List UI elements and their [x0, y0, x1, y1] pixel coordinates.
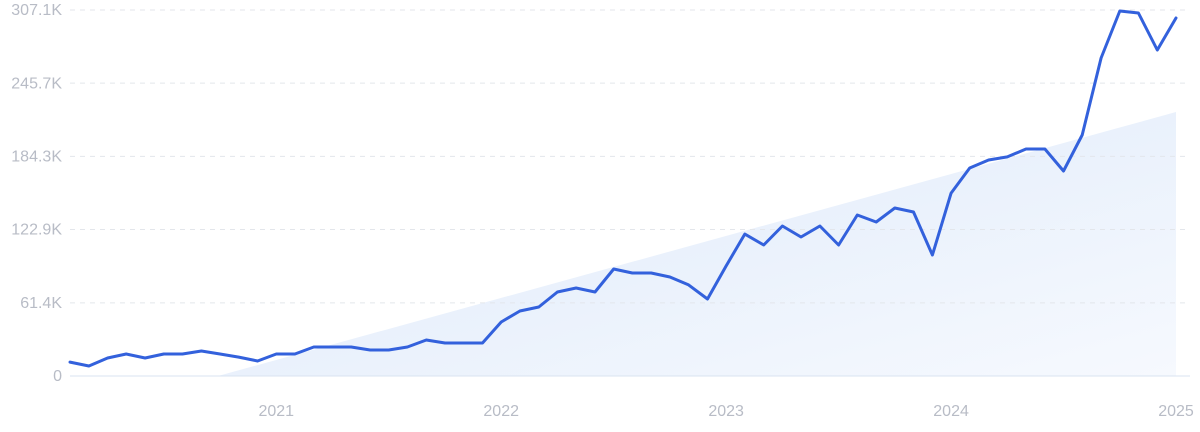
y-tick-label: 0 — [53, 368, 62, 385]
x-tick-label: 2023 — [708, 403, 744, 420]
y-tick-label: 307.1K — [11, 2, 62, 19]
x-tick-label: 2021 — [258, 403, 294, 420]
x-tick-label: 2025 — [1158, 403, 1194, 420]
data-line — [68, 9, 1178, 368]
y-tick-label: 245.7K — [11, 75, 62, 92]
grid: 0 61.4K 122.9K 184.3K 245.7K 307.1K 2021 2022 20… — [11, 2, 1194, 420]
trend-area — [218, 112, 1176, 376]
y-tick-label: 61.4K — [20, 295, 62, 312]
y-tick-label: 184.3K — [11, 149, 62, 166]
y-tick-label: 122.9K — [11, 222, 62, 239]
x-tick-label: 2022 — [483, 403, 519, 420]
marks — [68, 9, 1178, 368]
x-tick-label: 2024 — [933, 403, 969, 420]
